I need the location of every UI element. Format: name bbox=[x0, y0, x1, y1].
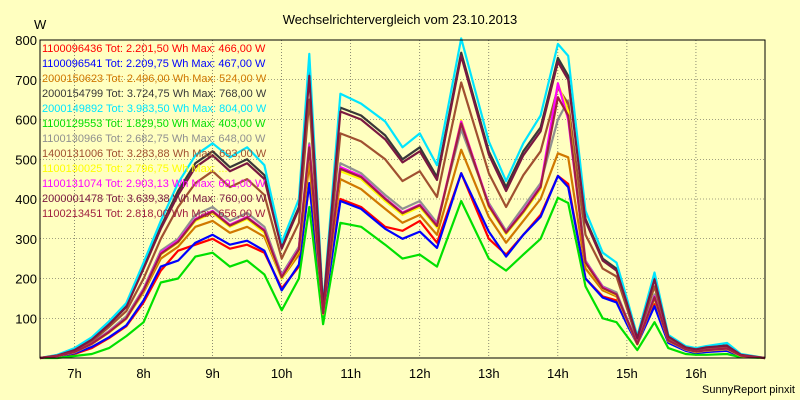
x-tick-label: 16h bbox=[685, 366, 707, 381]
x-tick-label: 12h bbox=[409, 366, 431, 381]
series-lines bbox=[39, 37, 766, 360]
x-tick-label: 10h bbox=[271, 366, 293, 381]
y-tick-label: 300 bbox=[15, 232, 37, 247]
x-tick-label: 15h bbox=[616, 366, 638, 381]
y-tick-label: 400 bbox=[15, 192, 37, 207]
legend-item-5: 1100129553 Tot: 1.829,50 Wh Max: 403,00 … bbox=[42, 118, 266, 130]
footer-credit: SunnyReport pinxit bbox=[702, 384, 795, 396]
legend-item-1: 1100096541 Tot: 2.209,75 Wh Max: 467,00 … bbox=[42, 58, 266, 70]
y-tick-label: 200 bbox=[15, 272, 37, 287]
series-line-1 bbox=[39, 172, 766, 360]
legend-item-4: 2000149892 Tot: 3.983,50 Wh Max: 804,00 … bbox=[42, 103, 267, 115]
legend-item-10: 2000001478 Tot: 3.639,38 Wh Max: 760,00 … bbox=[42, 193, 267, 205]
legend-item-6: 1100130966 Tot: 2.682,75 Wh Max: 648,00 … bbox=[42, 133, 266, 145]
y-tick-label: 500 bbox=[15, 152, 37, 167]
y-tick-label: 800 bbox=[15, 33, 37, 48]
y-tick-label: 100 bbox=[15, 311, 37, 326]
legend-item-3: 2000154799 Tot: 3.724,75 Wh Max: 768,00 … bbox=[42, 88, 267, 100]
series-line-5 bbox=[40, 196, 766, 360]
legend: 1100096436 Tot: 2.201,50 Wh Max: 466,00 … bbox=[42, 43, 267, 220]
x-tick-label: 9h bbox=[205, 366, 219, 381]
series-line-4 bbox=[39, 37, 766, 360]
x-tick-label: 11h bbox=[340, 366, 361, 381]
y-axis-unit-label: W bbox=[34, 17, 47, 32]
y-tick-label: 700 bbox=[15, 73, 37, 88]
series-line-10 bbox=[39, 54, 766, 360]
legend-item-8: 1100130025 Tot: 2.796,75 Wh Max: ... bbox=[42, 163, 228, 175]
x-tick-label: 8h bbox=[136, 366, 150, 381]
y-tick-label: 600 bbox=[15, 113, 37, 128]
y-axis-ticks: 100 200 300 400 500 600 700 800 bbox=[15, 33, 37, 326]
series-line-7 bbox=[39, 81, 766, 360]
x-axis-ticks: 7h 8h 9h 10h 11h 12h 13h 14h 15h 16h bbox=[67, 366, 707, 381]
legend-item-9: 1100131074 Tot: 2.903,13 Wh Max: 691,00 … bbox=[42, 178, 266, 190]
x-tick-label: 13h bbox=[478, 366, 500, 381]
plot-frame bbox=[39, 39, 766, 359]
x-tick-label: 14h bbox=[547, 366, 569, 381]
x-tick-label: 7h bbox=[67, 366, 81, 381]
chart-title: Wechselrichtervergleich vom 23.10.2013 bbox=[283, 12, 518, 27]
legend-item-11: 1100213451 Tot: 2.818,00 Wh Max: 656,00 … bbox=[42, 208, 266, 220]
series-line-11 bbox=[39, 96, 766, 360]
legend-item-2: 2000150623 Tot: 2.496,00 Wh Max: 524,00 … bbox=[42, 73, 267, 85]
legend-item-0: 1100096436 Tot: 2.201,50 Wh Max: 466,00 … bbox=[42, 43, 266, 55]
legend-item-7: 1400131006 Tot: 3.283,88 Wh Max: 693,00 … bbox=[42, 148, 267, 160]
